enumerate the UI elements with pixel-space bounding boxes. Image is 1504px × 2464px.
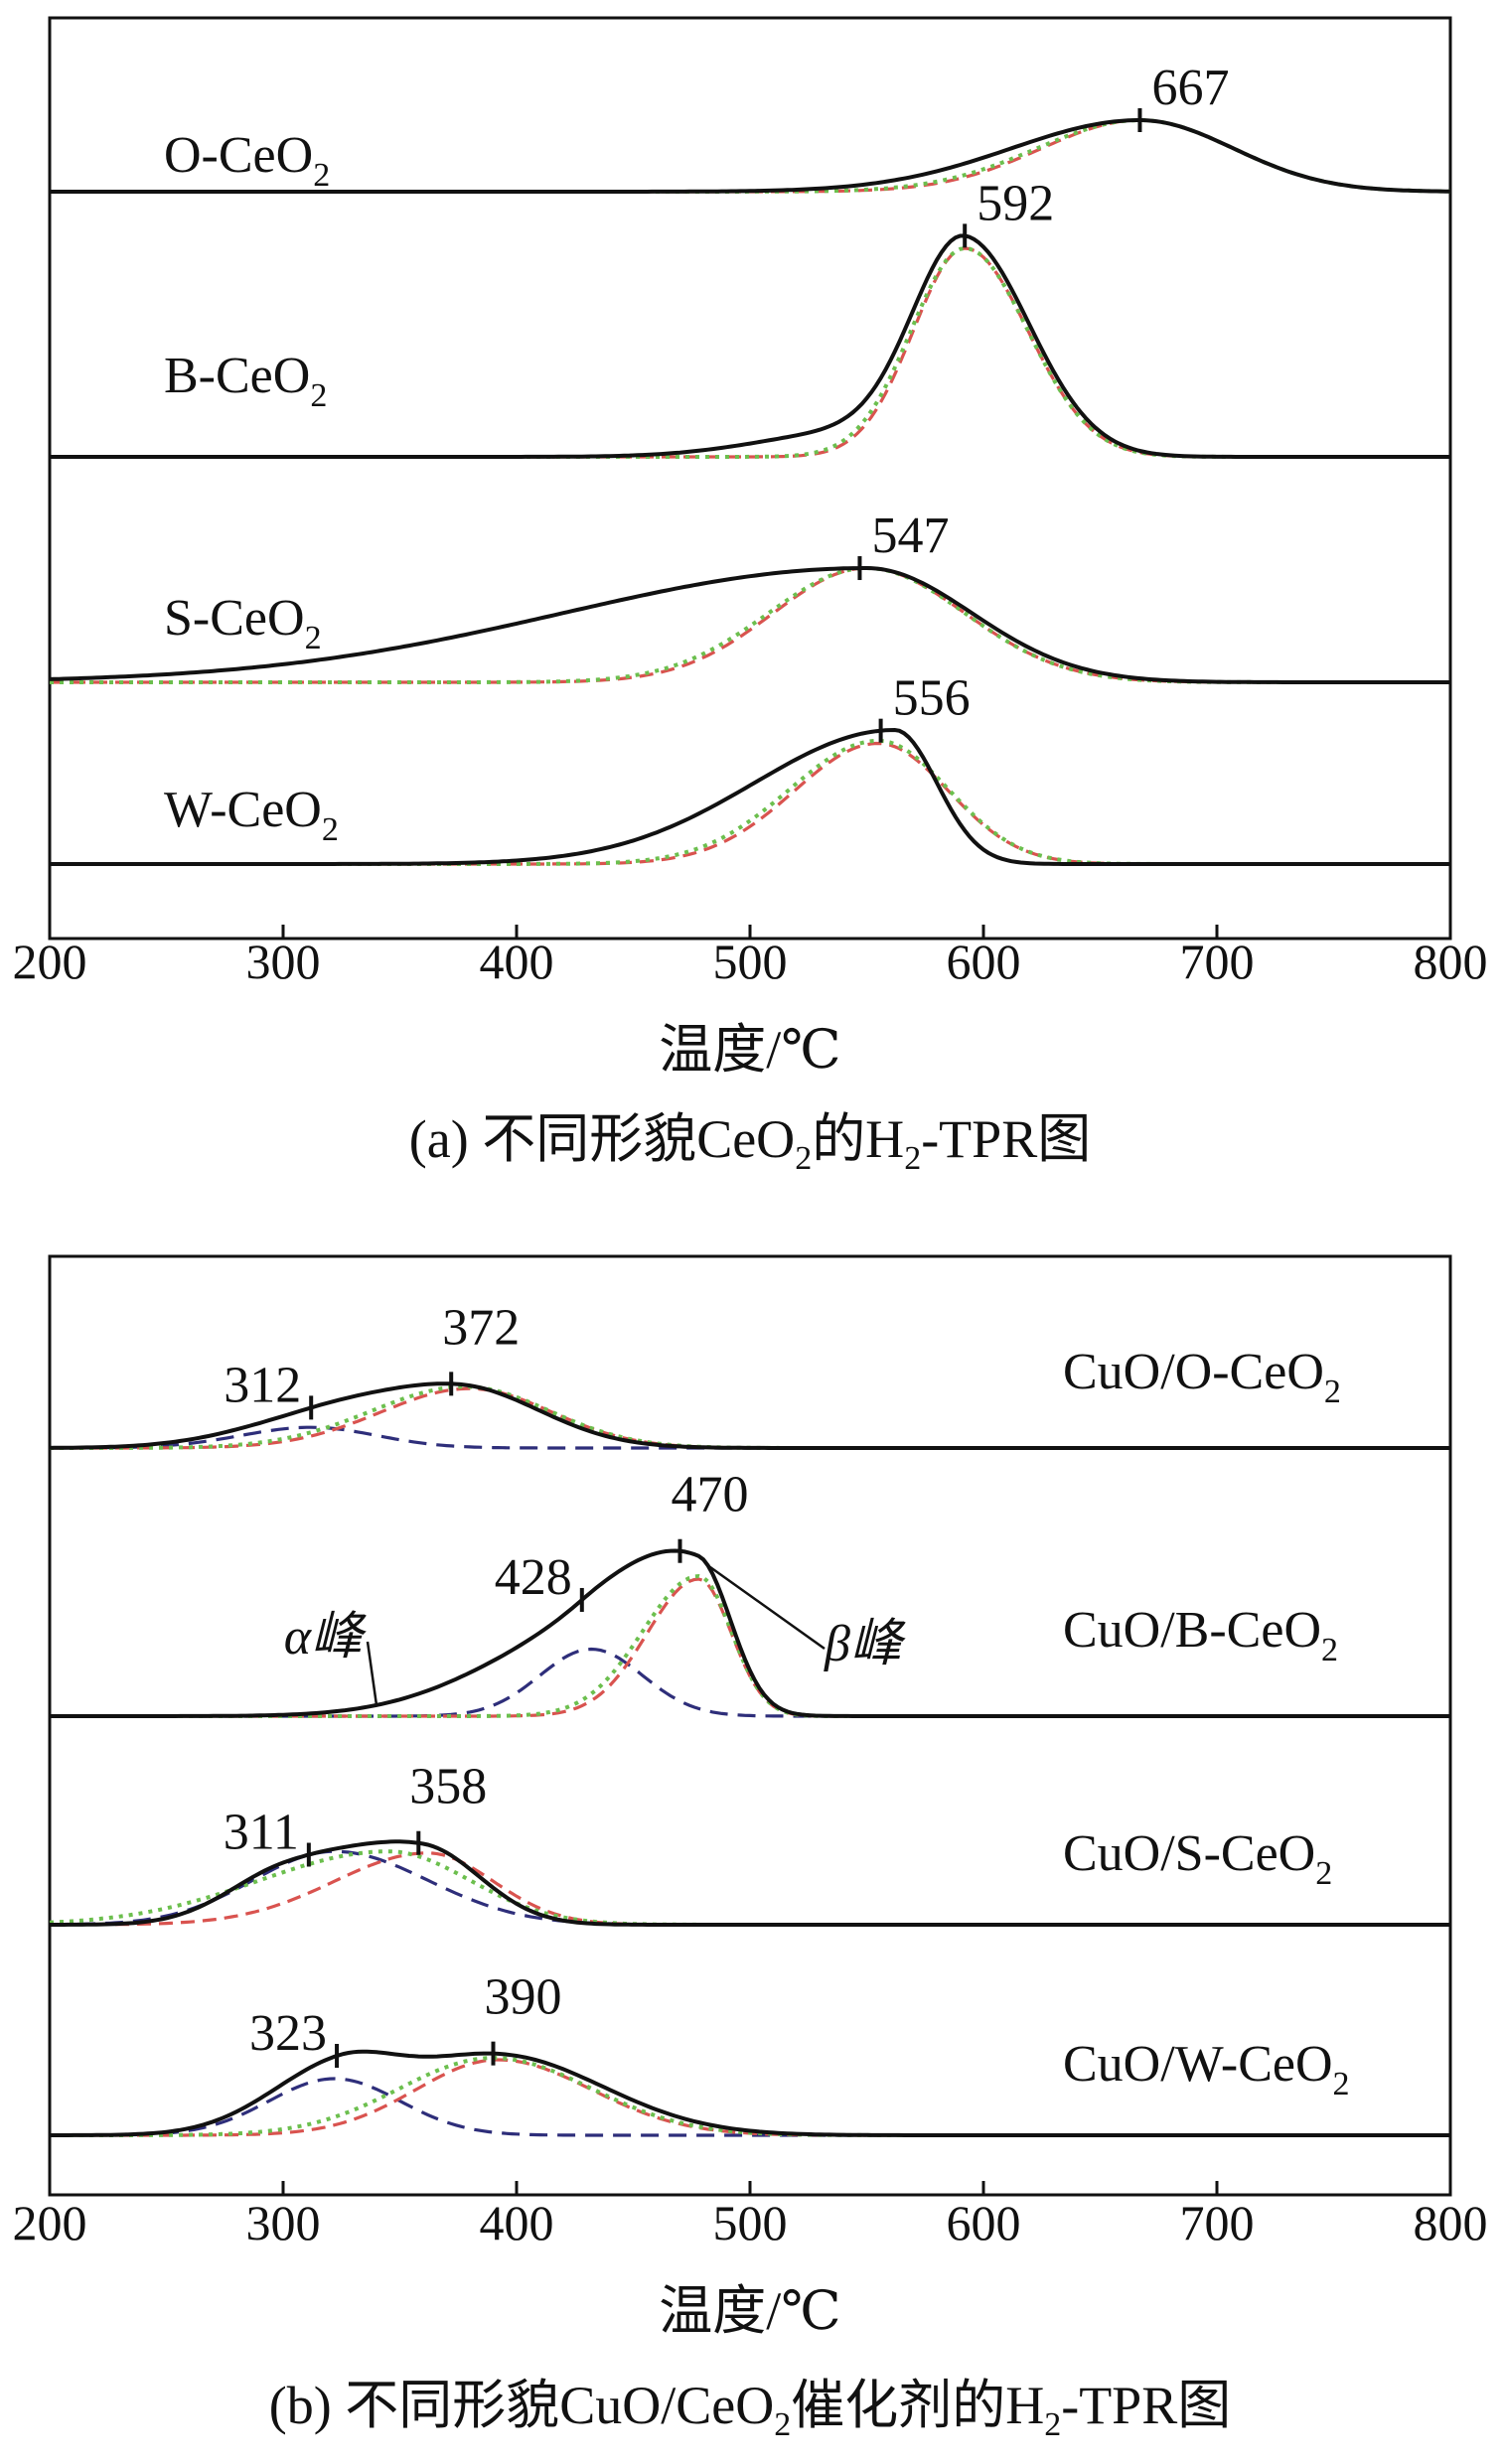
x-tick-label: 700	[1180, 2195, 1255, 2250]
peak-label: 592	[977, 175, 1054, 231]
measured-curve	[50, 1548, 1450, 1718]
sample-label: CuO/B-CeO2	[1063, 1602, 1338, 1668]
sample-label: W-CeO2	[164, 782, 339, 848]
sample-label: S-CeO2	[164, 590, 322, 656]
peak-label: 372	[442, 1299, 520, 1356]
measured-curve	[50, 727, 1450, 866]
fit-curve-green	[49, 1849, 1450, 1927]
trace-o-ceo2: 667 O-CeO2	[50, 60, 1450, 194]
peak-label: 470	[672, 1467, 749, 1523]
measured-curve	[49, 566, 1450, 684]
figure-caption: (a) 不同形貌CeO2的H2-TPR图	[409, 1109, 1091, 1177]
fit-curve-red	[50, 566, 1450, 684]
trace-s-ceo2: 547 S-CeO2	[49, 507, 1450, 684]
x-axis-title: 温度/℃	[659, 1020, 840, 1080]
x-tick-label: 600	[947, 934, 1021, 989]
x-tick-label: 500	[713, 934, 788, 989]
annotation-leader	[706, 1564, 826, 1651]
peak-label: 547	[871, 507, 949, 564]
measured-curve	[50, 233, 1450, 459]
trace-cuo-s-ceo2: 311 358 CuO/S-CeO2	[49, 1759, 1450, 1927]
peak-label: 323	[249, 2005, 327, 2062]
x-tick-label: 400	[480, 934, 554, 989]
measured-curve	[50, 118, 1450, 194]
fit-curve-red	[50, 1577, 1450, 1718]
peak-label: 428	[495, 1549, 572, 1606]
trace-w-ceo2: 556 W-CeO2	[50, 670, 1450, 866]
x-tick-label: 200	[13, 934, 87, 989]
measured-curve	[49, 1381, 1450, 1450]
measured-curve	[50, 1839, 1450, 1927]
peak-label: 390	[485, 1969, 562, 2026]
peak-label: 667	[1151, 60, 1229, 116]
fit-curve-blue	[50, 1647, 1450, 1718]
annotation-label: α峰	[284, 1609, 367, 1666]
sample-label: CuO/W-CeO2	[1063, 2036, 1350, 2102]
sample-label: O-CeO2	[164, 127, 330, 194]
figure-caption: (b) 不同形貌CuO/CeO2催化剂的H2-TPR图	[269, 2376, 1232, 2443]
x-tick-label: 300	[246, 934, 321, 989]
x-tick-label: 400	[480, 2195, 554, 2250]
peak-label: 556	[893, 670, 971, 727]
x-tick-label: 600	[947, 2195, 1021, 2250]
sample-label: B-CeO2	[164, 348, 327, 414]
x-axis-title: 温度/℃	[659, 2281, 840, 2341]
sample-label: CuO/S-CeO2	[1063, 1825, 1332, 1892]
x-tick-label: 300	[246, 2195, 321, 2250]
measured-curve	[50, 2049, 1450, 2137]
x-tick-label: 800	[1414, 934, 1488, 989]
x-tick-label: 800	[1414, 2195, 1488, 2250]
panel-a: 200 300 400 500 600 700 800 温度/℃ (a) 不同形貌CeO2的H2…	[13, 16, 1488, 1177]
annotation-label: β峰	[824, 1616, 906, 1672]
panel-b: 200 300 400 500 600 700 800 温度/℃ (b) 不同形貌CuO/CeO…	[13, 1254, 1488, 2443]
peak-label: 358	[409, 1759, 487, 1815]
trace-cuo-b-ceo2: 428 470 CuO/B-CeO2	[50, 1467, 1450, 1718]
trace-b-ceo2: 592 B-CeO2	[50, 175, 1450, 459]
x-tick-label: 200	[13, 2195, 87, 2250]
peak-label: 312	[224, 1357, 301, 1413]
x-tick-label: 700	[1180, 934, 1255, 989]
fit-curve-red	[50, 741, 1450, 866]
annotation-leader	[366, 1641, 378, 1706]
trace-cuo-o-ceo2: 312 372 CuO/O-CeO2	[49, 1299, 1450, 1450]
peak-label: 311	[224, 1805, 299, 1861]
x-tick-label: 500	[713, 2195, 788, 2250]
sample-label: CuO/O-CeO2	[1063, 1344, 1341, 1410]
trace-cuo-w-ceo2: 323 390 CuO/W-CeO2	[50, 1969, 1450, 2137]
